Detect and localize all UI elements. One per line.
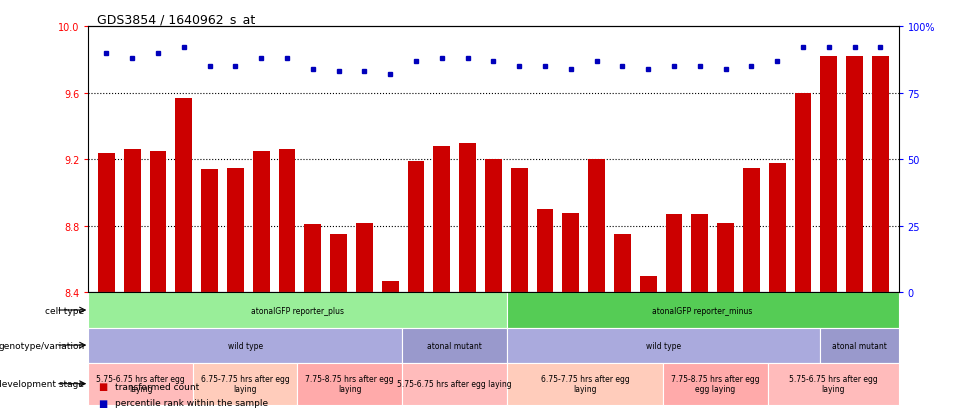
Text: transformed count: transformed count bbox=[115, 382, 200, 391]
Bar bbox=[506, 293, 899, 328]
Bar bbox=[357, 223, 373, 293]
Bar bbox=[743, 168, 760, 293]
Text: 5.75-6.75 hrs after egg
laying: 5.75-6.75 hrs after egg laying bbox=[789, 375, 877, 393]
Bar bbox=[150, 152, 166, 293]
Bar bbox=[821, 57, 837, 293]
Bar bbox=[847, 57, 863, 293]
Bar bbox=[193, 363, 298, 405]
Text: 6.75-7.75 hrs after egg
laying: 6.75-7.75 hrs after egg laying bbox=[201, 375, 289, 393]
Bar bbox=[98, 153, 115, 293]
Text: atonal mutant: atonal mutant bbox=[832, 341, 887, 350]
Bar bbox=[692, 215, 708, 293]
Text: atonalGFP reporter_minus: atonalGFP reporter_minus bbox=[653, 306, 752, 315]
Bar bbox=[717, 223, 734, 293]
Text: GDS3854 / 1640962_s_at: GDS3854 / 1640962_s_at bbox=[96, 13, 255, 26]
Bar bbox=[88, 293, 506, 328]
Bar bbox=[88, 328, 402, 363]
Bar bbox=[511, 168, 528, 293]
Bar bbox=[562, 213, 579, 293]
Bar bbox=[769, 163, 786, 293]
Bar bbox=[382, 281, 399, 293]
Text: 6.75-7.75 hrs after egg
laying: 6.75-7.75 hrs after egg laying bbox=[541, 375, 629, 393]
Bar bbox=[279, 150, 295, 293]
Bar bbox=[176, 98, 192, 293]
Text: ■: ■ bbox=[98, 398, 108, 408]
Text: 5.75-6.75 hrs after egg laying: 5.75-6.75 hrs after egg laying bbox=[397, 379, 511, 388]
Bar bbox=[201, 170, 218, 293]
Bar bbox=[305, 225, 321, 293]
Bar bbox=[795, 93, 811, 293]
Bar bbox=[433, 147, 451, 293]
Text: 7.75-8.75 hrs after egg
egg laying: 7.75-8.75 hrs after egg egg laying bbox=[672, 375, 760, 393]
Text: wild type: wild type bbox=[646, 341, 681, 350]
Bar bbox=[124, 150, 140, 293]
Bar bbox=[768, 363, 899, 405]
Text: 5.75-6.75 hrs after egg
laying: 5.75-6.75 hrs after egg laying bbox=[96, 375, 185, 393]
Bar bbox=[614, 235, 630, 293]
Text: development stage: development stage bbox=[0, 379, 85, 388]
Bar bbox=[331, 235, 347, 293]
Text: ■: ■ bbox=[98, 381, 108, 391]
Bar bbox=[402, 328, 506, 363]
Bar bbox=[407, 161, 425, 293]
Bar bbox=[820, 328, 899, 363]
Bar bbox=[88, 363, 193, 405]
Text: genotype/variation: genotype/variation bbox=[0, 341, 85, 350]
Bar bbox=[872, 57, 889, 293]
Text: percentile rank within the sample: percentile rank within the sample bbox=[115, 398, 268, 407]
Bar bbox=[588, 160, 605, 293]
Bar bbox=[640, 276, 656, 293]
Text: wild type: wild type bbox=[228, 341, 262, 350]
Bar bbox=[459, 143, 476, 293]
Bar bbox=[298, 363, 402, 405]
Bar bbox=[227, 168, 244, 293]
Bar bbox=[536, 210, 554, 293]
Bar bbox=[402, 363, 506, 405]
Text: atonalGFP reporter_plus: atonalGFP reporter_plus bbox=[251, 306, 344, 315]
Bar bbox=[485, 160, 502, 293]
Text: cell type: cell type bbox=[45, 306, 85, 315]
Bar bbox=[666, 215, 682, 293]
Text: 7.75-8.75 hrs after egg
laying: 7.75-8.75 hrs after egg laying bbox=[306, 375, 394, 393]
Text: atonal mutant: atonal mutant bbox=[427, 341, 481, 350]
Bar bbox=[506, 328, 820, 363]
Bar bbox=[663, 363, 768, 405]
Bar bbox=[253, 152, 270, 293]
Bar bbox=[506, 363, 663, 405]
